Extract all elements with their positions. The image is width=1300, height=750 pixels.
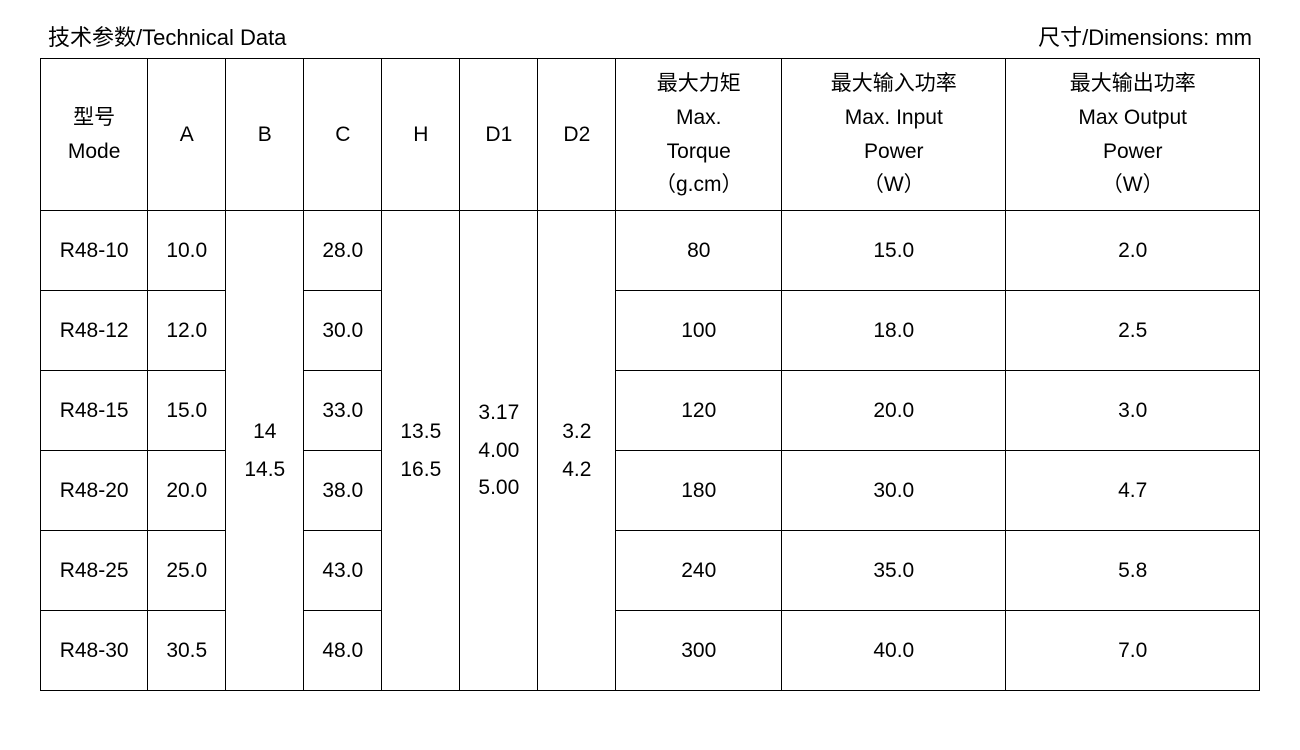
merged-d2-v2: 4.2: [538, 451, 615, 489]
cell-c: 28.0: [304, 211, 382, 291]
cell-mode: R48-12: [41, 291, 148, 371]
col-mode: 型号 Mode: [41, 59, 148, 211]
col-a: A: [148, 59, 226, 211]
col-pin-l3: Power: [782, 135, 1005, 169]
cell-a: 25.0: [148, 531, 226, 611]
col-h: H: [382, 59, 460, 211]
tech-data-label: 技术参数/Technical Data: [48, 20, 286, 52]
cell-pin: 20.0: [782, 371, 1006, 451]
cell-pout: 5.8: [1006, 531, 1260, 611]
table-row: R48-25 25.0 43.0 240 35.0 5.8: [41, 531, 1260, 611]
cell-pin: 35.0: [782, 531, 1006, 611]
cell-torque: 180: [616, 451, 782, 531]
col-pin-l4: （W）: [782, 168, 1005, 202]
merged-d1-v1: 3.17: [460, 394, 537, 432]
col-c: C: [304, 59, 382, 211]
cell-torque: 120: [616, 371, 782, 451]
cell-a: 10.0: [148, 211, 226, 291]
cell-pout: 7.0: [1006, 611, 1260, 691]
cell-c: 30.0: [304, 291, 382, 371]
col-torque-l3: Torque: [616, 135, 781, 169]
col-pout-l3: Power: [1006, 135, 1259, 169]
cell-h-merged: 13.5 16.5: [382, 211, 460, 691]
header-row: 型号 Mode A B C H D1 D2 最大力矩 Max. Torque （…: [41, 59, 1260, 211]
cell-c: 33.0: [304, 371, 382, 451]
col-torque-l1: 最大力矩: [616, 67, 781, 101]
table-caption-row: 技术参数/Technical Data 尺寸/Dimensions: mm: [40, 20, 1260, 52]
cell-c: 43.0: [304, 531, 382, 611]
cell-mode: R48-25: [41, 531, 148, 611]
dimensions-label: 尺寸/Dimensions: mm: [1038, 20, 1252, 52]
cell-mode: R48-20: [41, 451, 148, 531]
merged-b-v1: 14: [226, 413, 303, 451]
cell-c: 38.0: [304, 451, 382, 531]
table-row: R48-20 20.0 38.0 180 30.0 4.7: [41, 451, 1260, 531]
col-torque: 最大力矩 Max. Torque （g.cm）: [616, 59, 782, 211]
cell-a: 12.0: [148, 291, 226, 371]
merged-h-v2: 16.5: [382, 451, 459, 489]
cell-torque: 300: [616, 611, 782, 691]
cell-pout: 2.0: [1006, 211, 1260, 291]
cell-torque: 80: [616, 211, 782, 291]
col-pin-l2: Max. Input: [782, 101, 1005, 135]
cell-mode: R48-10: [41, 211, 148, 291]
cell-mode: R48-30: [41, 611, 148, 691]
cell-pin: 15.0: [782, 211, 1006, 291]
table-row: R48-10 10.0 14 14.5 28.0 13.5 16.5 3.17 …: [41, 211, 1260, 291]
cell-torque: 100: [616, 291, 782, 371]
cell-d2-merged: 3.2 4.2: [538, 211, 616, 691]
cell-mode: R48-15: [41, 371, 148, 451]
cell-pout: 4.7: [1006, 451, 1260, 531]
merged-b-v2: 14.5: [226, 451, 303, 489]
col-pout-l2: Max Output: [1006, 101, 1259, 135]
cell-torque: 240: [616, 531, 782, 611]
cell-c: 48.0: [304, 611, 382, 691]
table-row: R48-12 12.0 30.0 100 18.0 2.5: [41, 291, 1260, 371]
col-mode-en: Mode: [41, 135, 147, 169]
cell-pout: 2.5: [1006, 291, 1260, 371]
cell-pin: 18.0: [782, 291, 1006, 371]
merged-d1-v3: 5.00: [460, 469, 537, 507]
col-pout: 最大输出功率 Max Output Power （W）: [1006, 59, 1260, 211]
col-pin-l1: 最大输入功率: [782, 67, 1005, 101]
spec-table: 型号 Mode A B C H D1 D2 最大力矩 Max. Torque （…: [40, 58, 1260, 691]
col-d2: D2: [538, 59, 616, 211]
cell-b-merged: 14 14.5: [226, 211, 304, 691]
col-pout-l4: （W）: [1006, 168, 1259, 202]
col-d1: D1: [460, 59, 538, 211]
cell-a: 20.0: [148, 451, 226, 531]
cell-pin: 40.0: [782, 611, 1006, 691]
col-pout-l1: 最大输出功率: [1006, 67, 1259, 101]
col-mode-cn: 型号: [41, 101, 147, 135]
cell-pout: 3.0: [1006, 371, 1260, 451]
cell-a: 30.5: [148, 611, 226, 691]
col-torque-l2: Max.: [616, 101, 781, 135]
merged-d1-v2: 4.00: [460, 432, 537, 470]
table-row: R48-30 30.5 48.0 300 40.0 7.0: [41, 611, 1260, 691]
cell-pin: 30.0: [782, 451, 1006, 531]
merged-h-v1: 13.5: [382, 413, 459, 451]
col-b: B: [226, 59, 304, 211]
cell-a: 15.0: [148, 371, 226, 451]
cell-d1-merged: 3.17 4.00 5.00: [460, 211, 538, 691]
col-torque-l4: （g.cm）: [616, 168, 781, 202]
col-pin: 最大输入功率 Max. Input Power （W）: [782, 59, 1006, 211]
table-row: R48-15 15.0 33.0 120 20.0 3.0: [41, 371, 1260, 451]
merged-d2-v1: 3.2: [538, 413, 615, 451]
